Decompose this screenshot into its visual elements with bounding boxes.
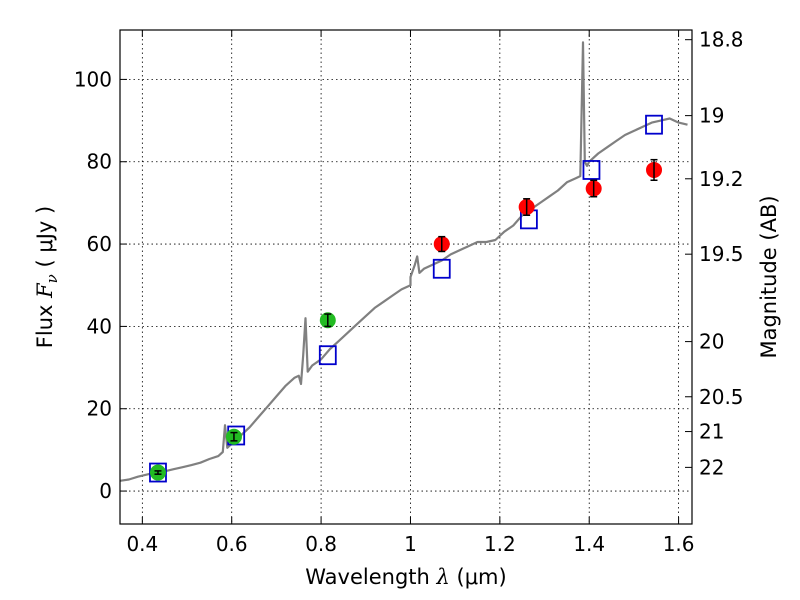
y-tick-label: 0 [99, 479, 112, 503]
y2-tick-label: 22 [699, 455, 724, 479]
x-tick-label: 0.8 [305, 532, 337, 556]
x-tick-label: 0.6 [216, 532, 248, 556]
y2-axis-title: Magnitude (AB) [757, 195, 781, 358]
plot-frame [119, 29, 693, 525]
y2-tick-label: 18.8 [699, 28, 744, 52]
y-tick-label: 100 [74, 67, 112, 91]
y2-tick-label: 19 [699, 104, 724, 128]
x-tick-label: 1 [404, 532, 417, 556]
y2-tick-label: 20.5 [699, 385, 744, 409]
model-photometry-marker [582, 160, 601, 180]
y-tick-label: 60 [87, 232, 112, 256]
axis-ticks: 0.4 0.6 0.8 1 1.2 1.4 1.6 0 20 40 60 80 100 18.8 19 19.… [74, 28, 744, 556]
model-photometry-marker [432, 258, 451, 279]
model-photometry-marker [645, 114, 663, 135]
y-tick-label: 80 [87, 150, 112, 174]
grid-lines [120, 30, 692, 524]
series-layer [120, 41, 688, 483]
spectrum-line [120, 41, 688, 482]
model-photometry-marker [318, 345, 337, 366]
y2-tick-label: 21 [699, 420, 724, 444]
x-tick-label: 1.6 [663, 532, 695, 556]
y-axis-title: Flux Fν ( μJy ) [33, 206, 61, 348]
x-tick-label: 0.4 [126, 532, 158, 556]
x-tick-label: 1.2 [484, 532, 516, 556]
y2-tick-label: 19.5 [699, 242, 744, 266]
x-axis-title: Wavelength λ (μm) [305, 565, 506, 589]
y-tick-label: 20 [87, 397, 112, 421]
x-tick-label: 1.4 [573, 532, 605, 556]
y-tick-label: 40 [87, 314, 112, 338]
y2-tick-label: 20 [699, 330, 724, 354]
y2-tick-label: 19.2 [699, 167, 744, 191]
